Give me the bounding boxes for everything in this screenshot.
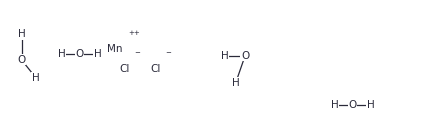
Text: H: H: [367, 100, 375, 110]
Text: H: H: [18, 29, 25, 39]
Text: Mn: Mn: [108, 44, 123, 54]
Text: H: H: [221, 51, 229, 61]
Text: ++: ++: [128, 30, 140, 36]
Text: H: H: [232, 78, 240, 88]
Text: H: H: [94, 49, 101, 59]
Text: H: H: [58, 49, 65, 59]
Text: H: H: [32, 72, 40, 83]
Text: H: H: [331, 100, 338, 110]
Text: Cl: Cl: [150, 64, 161, 74]
Text: O: O: [348, 100, 357, 110]
Text: O: O: [17, 55, 26, 65]
Text: −: −: [134, 50, 140, 56]
Text: O: O: [241, 51, 249, 61]
Text: O: O: [75, 49, 84, 59]
Text: −: −: [165, 50, 171, 56]
Text: Cl: Cl: [120, 64, 130, 74]
